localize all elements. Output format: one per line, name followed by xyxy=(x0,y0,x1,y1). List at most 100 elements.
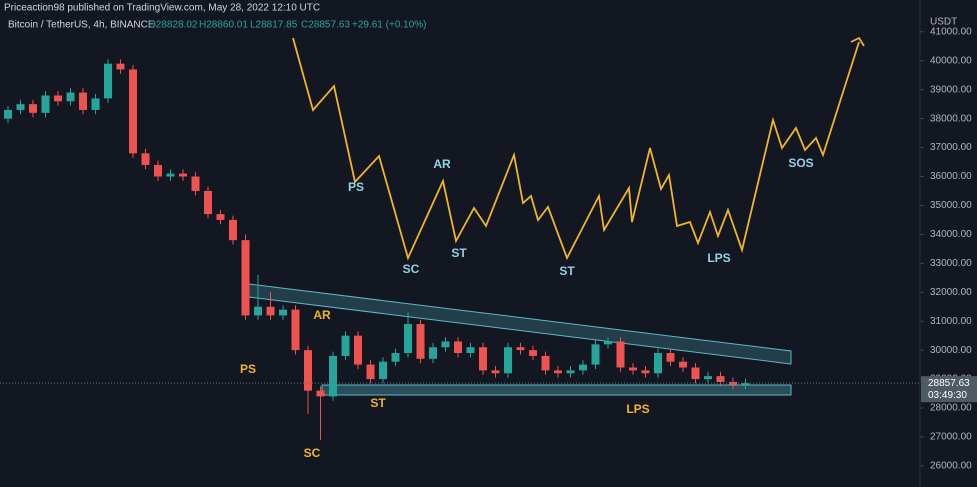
annotation: ST xyxy=(451,246,467,260)
annotation: PS xyxy=(348,180,364,194)
annotation: SC xyxy=(304,446,321,460)
candle-body xyxy=(191,176,200,191)
candle-body xyxy=(204,190,212,215)
ohlc-high: H28860.01 xyxy=(199,20,248,31)
candle-body xyxy=(391,353,400,362)
y-tick-label: 41000.00 xyxy=(930,26,972,37)
y-tick-label: 27000.00 xyxy=(930,432,972,443)
publisher: Priceaction98 published on TradingView.c… xyxy=(4,3,320,14)
candle-body xyxy=(141,153,150,165)
candle-body xyxy=(591,344,600,365)
candle-body xyxy=(541,355,550,371)
candle-body xyxy=(104,63,112,99)
candle-body xyxy=(529,350,537,356)
candle-body xyxy=(516,347,525,351)
y-tick-label: 35000.00 xyxy=(930,200,972,211)
candle-body xyxy=(166,173,175,177)
annotation: LPS xyxy=(626,402,649,416)
candle-body xyxy=(291,309,300,351)
candle-body xyxy=(704,376,712,380)
schematic xyxy=(292,36,865,261)
candle-body xyxy=(329,355,337,397)
candles xyxy=(4,59,750,440)
candle-body xyxy=(79,92,87,110)
candle-body xyxy=(466,347,475,354)
candle-body xyxy=(316,390,325,397)
y-tick-label: 31000.00 xyxy=(930,316,972,327)
annotation: SC xyxy=(403,262,420,276)
candle-body xyxy=(304,350,312,391)
candle-body xyxy=(691,367,700,380)
candle-body xyxy=(454,341,462,354)
candle-body xyxy=(679,361,687,368)
candle-body xyxy=(479,347,487,371)
candle-body xyxy=(429,347,437,359)
symbol: Bitcoin / TetherUS, 4h, BINANCE xyxy=(8,20,155,31)
candle-body xyxy=(16,104,25,110)
candle-body xyxy=(179,173,187,177)
ohlc-low: L28817.85 xyxy=(250,20,298,31)
annotation: AR xyxy=(313,308,331,322)
countdown: 03:49:30 xyxy=(928,390,967,401)
candle-body xyxy=(241,240,250,316)
annotation: ST xyxy=(370,396,386,410)
ohlc-open: O28828.02 xyxy=(148,20,198,31)
candle-body xyxy=(654,353,662,374)
candle-body xyxy=(416,324,425,359)
candle-body xyxy=(216,214,225,220)
candle-body xyxy=(379,361,387,380)
annotation: ST xyxy=(559,264,575,278)
candle-body xyxy=(604,341,612,345)
candle-body xyxy=(54,95,62,102)
annotation: LPS xyxy=(707,251,730,265)
candle-body xyxy=(266,306,275,316)
candle-body xyxy=(129,69,137,154)
candle-body xyxy=(66,92,75,102)
candle-body xyxy=(729,381,737,385)
last-price-label: 28857.63 xyxy=(928,378,970,389)
y-tick-label: 32000.00 xyxy=(930,287,972,298)
y-tick-label: 30000.00 xyxy=(930,345,972,356)
candle-body xyxy=(666,353,675,362)
candle-body xyxy=(579,364,587,371)
y-tick-label: 39000.00 xyxy=(930,84,972,95)
candle-body xyxy=(4,109,12,119)
candle-body xyxy=(441,341,450,348)
candle-body xyxy=(29,104,37,113)
change: +29.61 (+0.10%) xyxy=(352,20,427,31)
candle-body xyxy=(404,324,412,354)
currency: USDT xyxy=(930,17,957,28)
candle-body xyxy=(254,306,262,316)
candle-body xyxy=(554,370,562,374)
y-tick-label: 33000.00 xyxy=(930,258,972,269)
annotation: PS xyxy=(240,362,256,376)
y-tick-label: 38000.00 xyxy=(930,113,972,124)
candle-body xyxy=(91,98,100,110)
candle-body xyxy=(41,95,50,113)
annotation: AR xyxy=(433,157,451,171)
last-price-badge xyxy=(921,376,977,403)
ohlc-close: C28857.63 xyxy=(301,20,350,31)
candle-body xyxy=(641,370,650,374)
y-tick-label: 37000.00 xyxy=(930,142,972,153)
candle-body xyxy=(154,164,162,177)
annotation: SOS xyxy=(788,156,813,170)
candle-body xyxy=(566,370,575,374)
candle-body xyxy=(741,383,750,385)
y-tick-label: 36000.00 xyxy=(930,171,972,182)
y-tick-label: 26000.00 xyxy=(930,461,972,472)
y-tick-label: 40000.00 xyxy=(930,55,972,66)
candle-body xyxy=(116,63,125,70)
overlay: PS SC AR ST LPS PS SC AR ST ST LPS SOS xyxy=(240,156,814,460)
candle-body xyxy=(366,364,375,380)
candle-body xyxy=(229,219,237,241)
candle-body xyxy=(716,376,725,382)
candle-body xyxy=(341,335,350,356)
candle-body xyxy=(616,341,625,368)
candle-body xyxy=(504,347,512,374)
candle-body xyxy=(354,335,362,365)
candle-body xyxy=(491,370,500,374)
